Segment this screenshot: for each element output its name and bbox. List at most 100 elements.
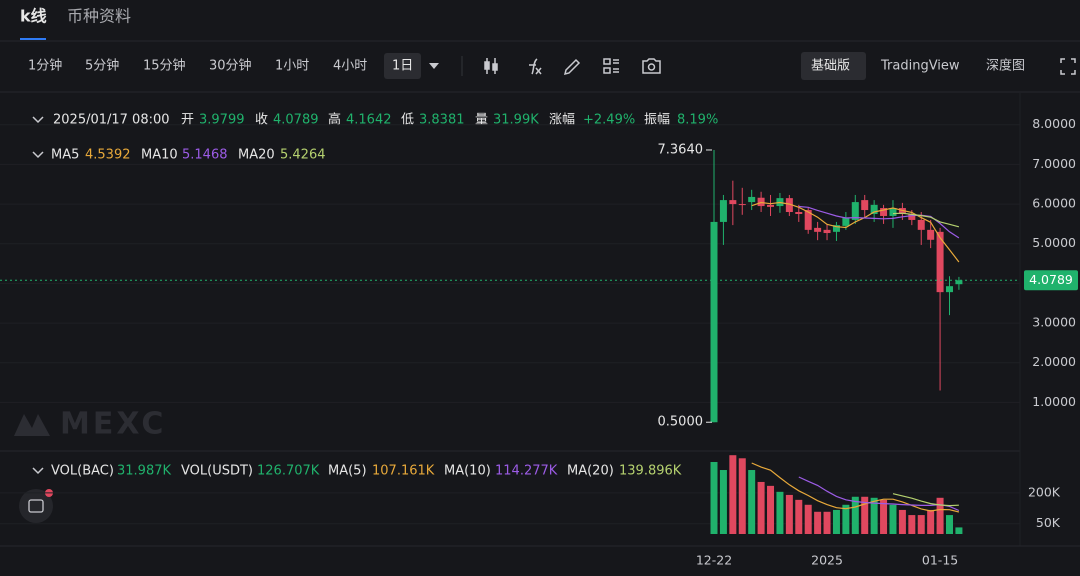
volume-bar — [908, 515, 916, 534]
candle-body — [880, 208, 888, 216]
camera-icon[interactable] — [642, 58, 661, 74]
watermark-logo — [14, 414, 50, 436]
interval[interactable]: 15分钟 — [143, 58, 186, 74]
candle-body — [936, 231, 944, 293]
ma-legend-name: MA10 — [141, 148, 178, 163]
candle-body — [729, 200, 737, 205]
dropdown-icon[interactable] — [429, 63, 439, 69]
toolbar-icons — [484, 58, 661, 76]
field-value: 4.0789 — [273, 113, 319, 128]
indicator-icon[interactable] — [529, 58, 542, 75]
field-label: 振幅 — [644, 113, 670, 128]
tab[interactable]: 币种资料 — [67, 7, 131, 26]
candle-body — [785, 198, 793, 213]
ma-legend-name: MA20 — [238, 148, 275, 163]
vol-legend-name: VOL(USDT) — [181, 464, 253, 479]
candle-body — [842, 217, 850, 226]
volume-bar — [889, 504, 897, 534]
candle-body — [795, 212, 803, 214]
volume-bar — [927, 509, 935, 534]
interval[interactable]: 30分钟 — [209, 58, 252, 74]
collapse-icon[interactable] — [32, 116, 44, 124]
ma-legend-value: 5.1468 — [182, 148, 228, 163]
vol-tick-label: 50K — [1036, 515, 1061, 530]
volume-bar — [757, 481, 765, 534]
draw-icon[interactable] — [563, 58, 581, 76]
layout-icon[interactable] — [603, 58, 619, 74]
vol-tick-label: 200K — [1028, 484, 1061, 499]
field-label: 涨幅 — [549, 113, 575, 128]
volume-bar — [955, 527, 963, 534]
volume-bar — [710, 461, 718, 534]
candle-body — [823, 229, 831, 234]
volume-bar — [776, 491, 784, 534]
candle-icon-body — [484, 61, 490, 70]
vol-ma-legend-name: MA(20) — [567, 464, 614, 479]
candle-icon-body — [492, 63, 498, 71]
volume-bar — [946, 515, 953, 534]
fullscreen-icon[interactable] — [1060, 58, 1076, 75]
ma-legend-value: 4.5392 — [85, 148, 131, 163]
volume-bar — [823, 511, 831, 534]
interval[interactable]: 5分钟 — [85, 58, 119, 74]
candle-body — [946, 286, 953, 293]
volume-bar — [804, 504, 812, 534]
annotation-label: 7.3640 — [658, 142, 704, 157]
field-label: 低 — [401, 113, 414, 128]
datetime: 2025/01/17 08:00 — [53, 113, 170, 128]
ma-line — [892, 212, 960, 228]
camera-lens — [647, 63, 656, 71]
field-value: 4.1642 — [346, 113, 392, 128]
volume-bar — [917, 515, 925, 534]
candle-body — [767, 204, 775, 207]
interval[interactable]: 1分钟 — [28, 58, 62, 74]
candle-body — [851, 202, 859, 220]
candle-body — [927, 229, 935, 240]
ma-line — [751, 201, 960, 263]
volume-bar — [880, 499, 888, 534]
interval[interactable]: 1小时 — [275, 59, 309, 74]
field-label: 量 — [475, 113, 488, 128]
y-tick-label: 2.0000 — [1032, 354, 1076, 369]
tab-underline — [20, 38, 46, 40]
volume-bar — [842, 504, 850, 534]
volume-bar — [870, 497, 878, 534]
vol-legend-value: 31.987K — [117, 464, 171, 479]
volume-bar — [767, 485, 775, 534]
collapse-icon[interactable] — [32, 467, 44, 475]
candle-body — [832, 225, 840, 232]
candle-body — [870, 204, 878, 214]
interval[interactable]: 4小时 — [333, 59, 367, 74]
candle-body — [898, 208, 906, 214]
view-button[interactable]: 基础版 — [811, 59, 850, 74]
interval[interactable]: 1日 — [392, 59, 413, 74]
y-tick-label: 6.0000 — [1032, 196, 1076, 211]
volume-bar — [861, 496, 869, 534]
collapse-icon[interactable] — [32, 151, 44, 159]
volume-bar — [936, 497, 944, 534]
tab[interactable]: k线 — [20, 7, 47, 26]
volume-bar — [851, 496, 859, 534]
vol-ma-legend-value: 107.161K — [372, 464, 435, 479]
float-icon — [28, 499, 44, 513]
vol-ma-line — [892, 493, 959, 507]
selected-bg — [384, 53, 421, 79]
view-button[interactable]: 深度图 — [986, 58, 1025, 74]
candle-body — [917, 219, 925, 230]
candle-body — [861, 200, 869, 211]
candle-body — [889, 208, 897, 216]
field-value: 3.8381 — [419, 113, 465, 128]
field-value: 3.9799 — [199, 113, 245, 128]
vol-legend-value: 126.707K — [257, 464, 320, 479]
vol-ma-legend-value: 139.896K — [619, 464, 682, 479]
x-tick-label: 2025 — [811, 553, 843, 568]
candle-body — [955, 280, 963, 285]
view-button[interactable]: TradingView — [880, 59, 960, 74]
vol-ma-legend-name: MA(10) — [444, 464, 491, 479]
field-label: 高 — [328, 112, 341, 128]
volume-bar — [785, 494, 793, 534]
float-button[interactable] — [19, 489, 53, 523]
y-tick-label: 7.0000 — [1032, 156, 1076, 171]
